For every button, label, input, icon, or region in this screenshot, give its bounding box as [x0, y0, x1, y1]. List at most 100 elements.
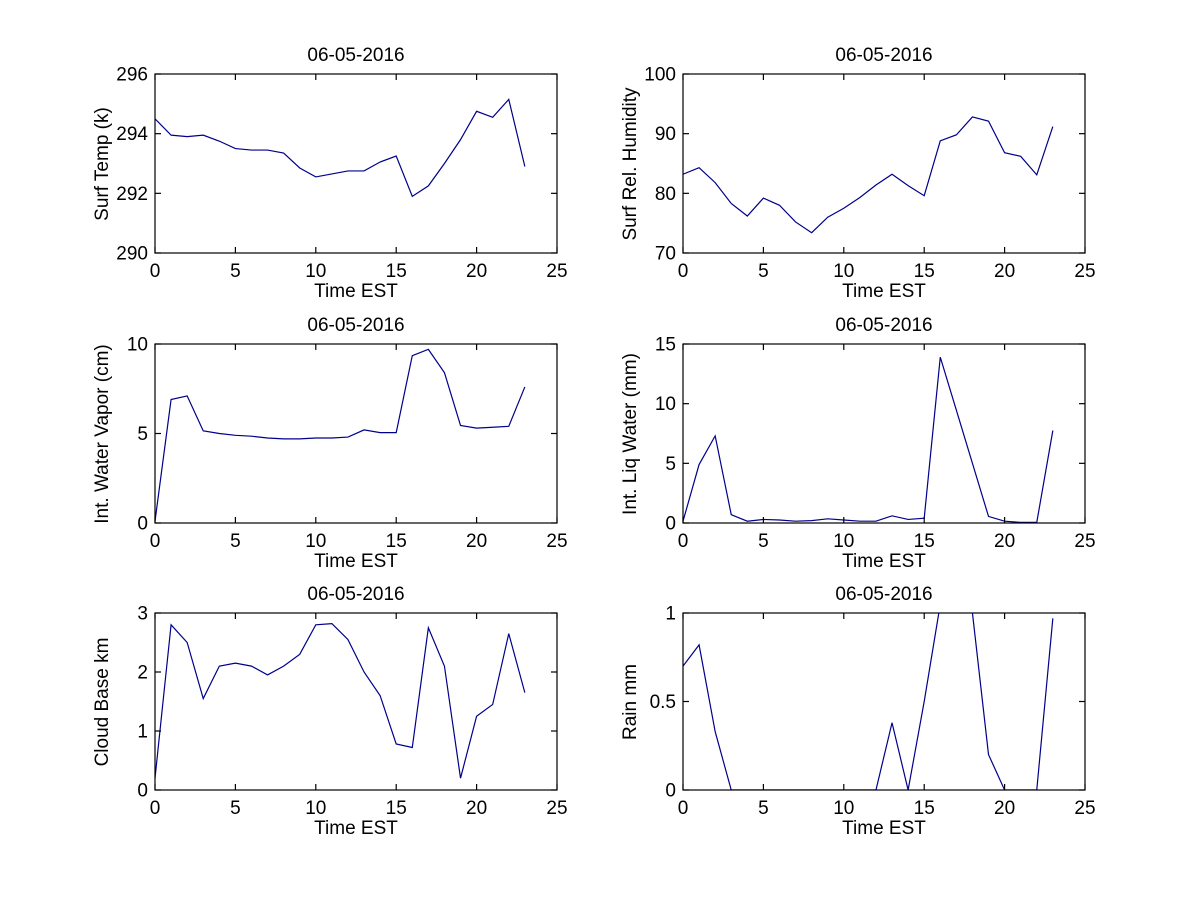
- y-tick-label: 100: [644, 65, 676, 86]
- x-tick-label: 0: [150, 531, 161, 552]
- x-tick-label: 15: [386, 531, 407, 552]
- y-tick-label: 5: [137, 424, 148, 445]
- y-tick-label: 0.5: [650, 692, 676, 713]
- x-tick-label: 5: [230, 261, 241, 282]
- y-axis-label: Surf Rel. Humidity: [620, 86, 641, 241]
- subplot-surf-temp: 0 5 10 15 20 25 290 292 294 296 06-05-2016 Surf T…: [45, 32, 605, 337]
- x-axis-label: Time EST: [842, 281, 926, 302]
- x-tick-label: 20: [994, 531, 1015, 552]
- x-axis-label: Time EST: [314, 818, 398, 839]
- x-tick-label: 5: [758, 261, 769, 282]
- y-tick-label: 0: [137, 514, 148, 535]
- y-tick-label: 0: [137, 781, 148, 802]
- data-line: [155, 348, 526, 522]
- x-tick-label: 5: [758, 798, 769, 819]
- axes-box: [682, 73, 1086, 254]
- x-tick-label: 25: [1074, 798, 1095, 819]
- x-tick-label: 5: [230, 798, 241, 819]
- chart-title: 06-05-2016: [835, 45, 933, 66]
- x-tick-label: 10: [305, 261, 326, 282]
- x-tick-label: 20: [466, 261, 487, 282]
- x-tick-label: 25: [546, 531, 567, 552]
- x-tick-label: 15: [914, 261, 935, 282]
- y-tick-label: 10: [127, 335, 148, 356]
- y-axis-label: Cloud Base km: [92, 637, 113, 766]
- y-tick-label: 5: [665, 454, 676, 475]
- axes-box: [682, 343, 1086, 524]
- plot-area: 0 5 10 15 20 25 0 0.5 1: [650, 604, 1096, 820]
- x-tick-label: 20: [466, 531, 487, 552]
- y-tick-label: 294: [116, 124, 148, 145]
- y-tick-label: 0: [665, 781, 676, 802]
- subplot-rain: 0 5 10 15 20 25 0 0.5 1 06-05-2016 Rain mm Time …: [573, 571, 1133, 876]
- x-tick-label: 25: [546, 798, 567, 819]
- chart-title: 06-05-2016: [307, 315, 405, 336]
- x-axis-label: Time EST: [842, 818, 926, 839]
- x-tick-label: 10: [833, 261, 854, 282]
- x-tick-label: 20: [466, 798, 487, 819]
- x-tick-label: 25: [1074, 261, 1095, 282]
- data-line: [683, 356, 1054, 523]
- x-tick-label: 15: [386, 798, 407, 819]
- x-tick-label: 10: [833, 531, 854, 552]
- y-tick-label: 90: [655, 124, 676, 145]
- y-tick-label: 290: [116, 244, 148, 265]
- y-axis-label: Rain mm: [620, 663, 641, 740]
- x-axis-label: Time EST: [314, 551, 398, 572]
- y-tick-label: 2: [137, 663, 148, 684]
- x-tick-label: 0: [150, 261, 161, 282]
- y-axis-label: Surf Temp (k): [92, 106, 113, 221]
- chart-title: 06-05-2016: [307, 45, 405, 66]
- x-tick-label: 10: [305, 531, 326, 552]
- data-line: [155, 623, 526, 779]
- y-tick-label: 1: [137, 722, 148, 743]
- x-tick-label: 0: [150, 798, 161, 819]
- chart-title: 06-05-2016: [307, 584, 405, 605]
- y-tick-label: 1: [665, 604, 676, 625]
- x-tick-label: 5: [230, 531, 241, 552]
- x-tick-label: 20: [994, 798, 1015, 819]
- plot-area: 0 5 10 15 20 25 0 5 10 15: [655, 335, 1096, 553]
- y-tick-label: 10: [655, 394, 676, 415]
- chart-title: 06-05-2016: [835, 584, 933, 605]
- y-tick-label: 292: [116, 184, 148, 205]
- x-tick-label: 10: [833, 798, 854, 819]
- chart-title: 06-05-2016: [835, 315, 933, 336]
- x-tick-label: 25: [546, 261, 567, 282]
- subplot-liq-water: 0 5 10 15 20 25 0 5 10 15 06-05-2016 Int. Liq Wat…: [573, 302, 1133, 607]
- x-tick-label: 15: [914, 798, 935, 819]
- x-tick-label: 0: [678, 531, 689, 552]
- x-tick-label: 15: [386, 261, 407, 282]
- subplot-water-vapor: 0 5 10 15 20 25 0 5 10 06-05-2016 Int. Water Vap…: [45, 302, 605, 607]
- x-tick-label: 0: [678, 261, 689, 282]
- y-tick-label: 296: [116, 65, 148, 86]
- y-axis-label: Int. Water Vapor (cm): [92, 343, 113, 524]
- x-tick-label: 15: [914, 531, 935, 552]
- y-tick-label: 15: [655, 335, 676, 356]
- plot-area: 0 5 10 15 20 25 0 5 10: [127, 335, 568, 553]
- x-tick-label: 5: [758, 531, 769, 552]
- y-tick-label: 80: [655, 184, 676, 205]
- x-axis-label: Time EST: [842, 551, 926, 572]
- axes-box: [154, 612, 558, 791]
- plot-area: 0 5 10 15 20 25 70 80 90 100: [644, 65, 1095, 283]
- plot-area: 0 5 10 15 20 25 290 292 294 296: [116, 65, 567, 283]
- subplot-cloud-base: 0 5 10 15 20 25 0 1 2 3 06-05-2016 Cloud Base km …: [45, 571, 605, 876]
- y-tick-label: 3: [137, 604, 148, 625]
- x-axis-label: Time EST: [314, 281, 398, 302]
- axes-box: [154, 73, 558, 254]
- data-line: [683, 116, 1054, 234]
- x-tick-label: 20: [994, 261, 1015, 282]
- data-line: [155, 98, 526, 198]
- axes-box: [682, 612, 1086, 791]
- x-tick-label: 0: [678, 798, 689, 819]
- plot-area: 0 5 10 15 20 25 0 1 2 3: [137, 604, 567, 820]
- y-tick-label: 70: [655, 244, 676, 265]
- y-axis-label: Int. Liq Water (mm): [620, 352, 641, 515]
- subplot-rel-humidity: 0 5 10 15 20 25 70 80 90 100 06-05-2016 Surf Rel.…: [573, 32, 1133, 337]
- data-line: [683, 613, 1054, 790]
- x-tick-label: 25: [1074, 531, 1095, 552]
- x-tick-label: 10: [305, 798, 326, 819]
- y-tick-label: 0: [665, 514, 676, 535]
